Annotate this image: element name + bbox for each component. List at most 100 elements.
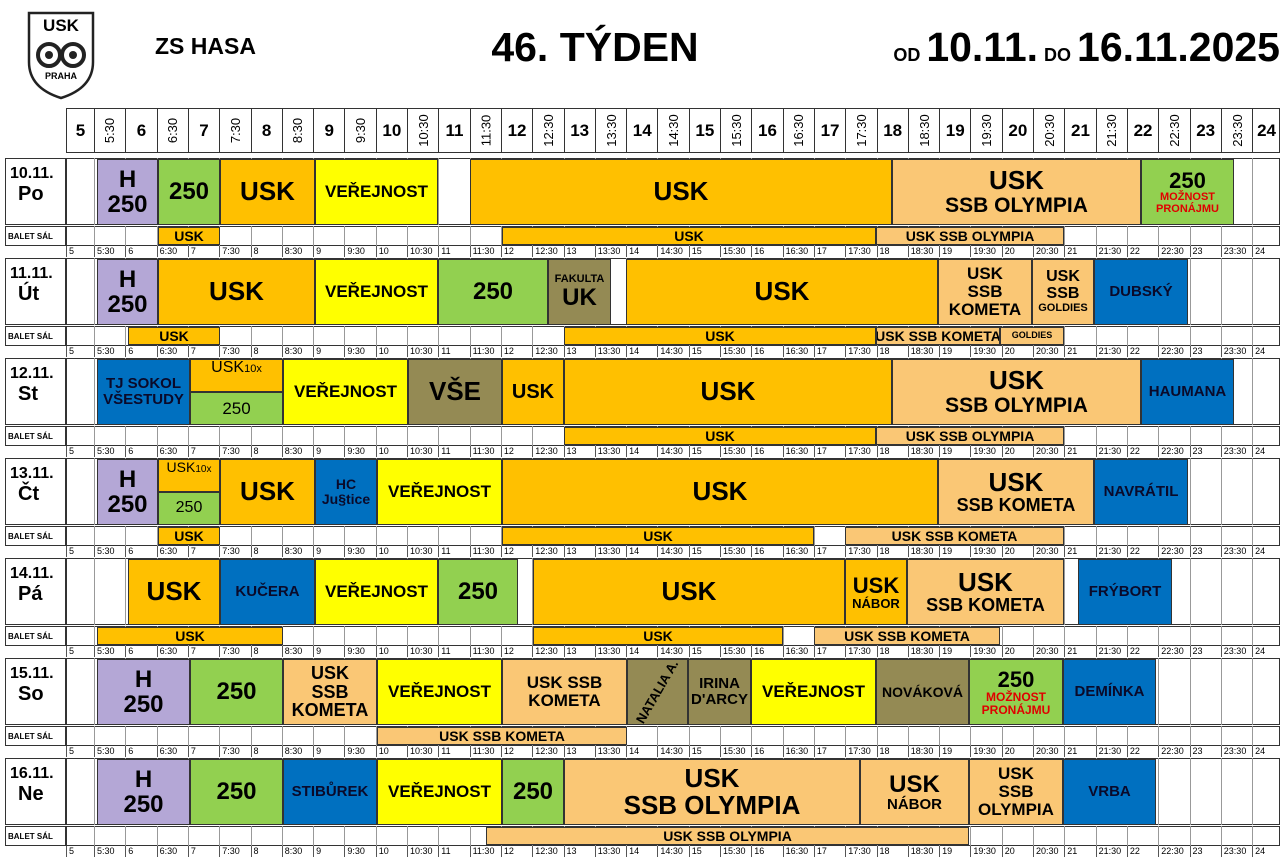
day-date: 14.11. (10, 565, 54, 582)
time-tick: 17:30 (845, 446, 876, 457)
time-tick: 21:30 (1095, 746, 1127, 757)
time-tick: 14:30 (657, 646, 688, 657)
time-header-cell: 18:30 (907, 108, 939, 153)
slot-line (313, 326, 315, 346)
time-tick: 15:30 (720, 346, 751, 357)
slot-line (939, 726, 941, 746)
block: VRBA (1063, 759, 1156, 825)
time-label: 5:30 (102, 117, 118, 144)
time-header-cell: 23:30 (1220, 108, 1252, 153)
time-tick: 19 (939, 246, 970, 257)
slot-line (94, 626, 95, 646)
room-label: BALET SÁL (5, 226, 66, 246)
block-text: SSB OLYMPIA (623, 790, 801, 820)
block: USK (220, 159, 315, 225)
slot-line (1189, 558, 1191, 625)
time-header-cell: 12 (500, 108, 532, 153)
time-header-cell: 12:30 (532, 108, 563, 153)
room-label: BALET SÁL (5, 726, 66, 746)
balet-block: USK (502, 527, 814, 545)
block-text: USK (511, 380, 555, 403)
time-tick: 12:30 (532, 546, 563, 557)
day-name: Ne (18, 783, 44, 805)
block-text: SSB KOMETA (956, 495, 1076, 516)
block-text: USK (705, 327, 735, 344)
block: H 250 (97, 159, 158, 225)
block: USK (158, 259, 315, 325)
block: 250 (190, 759, 283, 825)
slot-line (1252, 426, 1254, 446)
slot-line (1064, 326, 1066, 346)
time-label: 18:30 (916, 114, 932, 147)
room-label: BALET SÁL (5, 426, 66, 446)
time-tick: 16:30 (782, 646, 814, 657)
time-tick: 9 (313, 246, 344, 257)
time-tick: 11:30 (469, 646, 501, 657)
time-tick: 22:30 (1158, 346, 1189, 357)
time-tick: 5:30 (94, 246, 125, 257)
slot-line (438, 526, 440, 546)
time-tick: 10 (375, 746, 407, 757)
slot-line (469, 526, 471, 546)
block: VEŘEJNOST (751, 659, 876, 725)
time-tick: 6:30 (156, 646, 188, 657)
slot-line (187, 726, 189, 746)
day-name: Pá (18, 583, 43, 605)
slot-line (1252, 826, 1254, 846)
time-header-cell: 6:30 (156, 108, 188, 153)
block: USK (533, 559, 845, 625)
time-tick: 19:30 (970, 746, 1001, 757)
time-tick: 21:30 (1095, 646, 1127, 657)
time-tick: 8 (250, 546, 282, 557)
slot-line (94, 658, 95, 725)
time-tick: 16 (751, 646, 782, 657)
slot-line (438, 326, 440, 346)
time-tick: 13:30 (594, 346, 626, 357)
block: USK 10x (190, 359, 283, 392)
block: NOVÁKOVÁ (876, 659, 969, 725)
block: USK SSB KOMETA (938, 459, 1094, 525)
block-text: USK (700, 376, 756, 407)
slot-line (1189, 326, 1191, 346)
time-tick: 23 (1189, 446, 1221, 457)
block-text: NATALIA A. (633, 659, 682, 725)
time-tick: 15 (688, 746, 720, 757)
slot-line (500, 626, 502, 646)
slot-line (250, 726, 252, 746)
room-label: BALET SÁL (5, 526, 66, 546)
block-text: VEŘEJNOST (294, 382, 397, 402)
block-text: VEŘEJNOST (388, 682, 491, 702)
time-tick: 5:30 (94, 446, 125, 457)
time-tick: 17 (813, 746, 845, 757)
day-name: So (18, 683, 44, 705)
time-tick: 23:30 (1220, 846, 1252, 857)
time-tick: 5:30 (94, 646, 125, 657)
block-text: FAKULTA (554, 272, 605, 285)
time-tick: 8 (250, 846, 282, 857)
slot-line (407, 526, 408, 546)
slot-line (344, 426, 346, 446)
slot-line (1189, 658, 1191, 725)
block-text: SSB (998, 782, 1034, 802)
time-tick: 19:30 (970, 246, 1001, 257)
slot-line (94, 726, 95, 746)
block-text: HC (335, 476, 357, 493)
slot-line (375, 626, 377, 646)
time-tick: 15:30 (720, 446, 751, 457)
block: USK (564, 359, 892, 425)
block-text: USK SSB KOMETA (844, 627, 970, 644)
time-tick: 19:30 (970, 446, 1001, 457)
time-tick: 16 (751, 346, 782, 357)
time-header-cell: 16:30 (782, 108, 814, 153)
time-tick: 17:30 (845, 246, 876, 257)
time-tick: 24 (1252, 246, 1280, 257)
day-label: 14.11. Pá (5, 558, 66, 625)
slot-line (1095, 226, 1097, 246)
time-tick: 23 (1189, 846, 1221, 857)
block: H 250 (97, 259, 158, 325)
time-tick: 20 (1001, 746, 1033, 757)
time-tick: 7 (187, 646, 219, 657)
balet-row (66, 526, 1280, 546)
time-tick: 19 (939, 746, 970, 757)
block-text: H (118, 465, 137, 493)
